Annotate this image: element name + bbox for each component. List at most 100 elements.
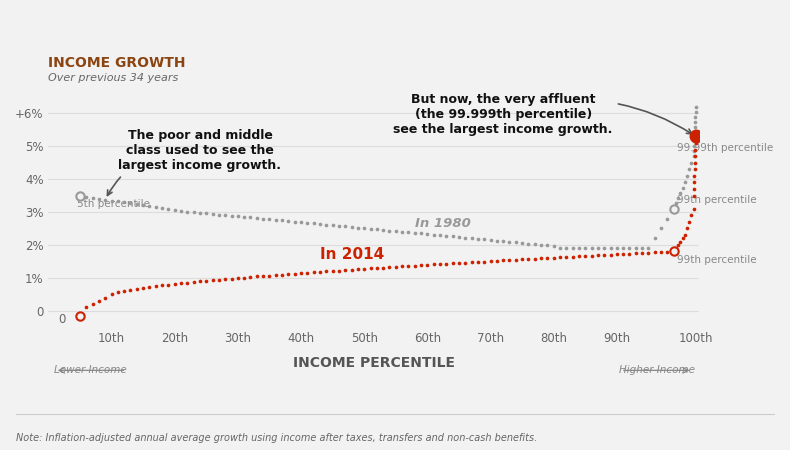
Point xyxy=(301,269,314,276)
Point xyxy=(269,271,282,279)
Point xyxy=(676,184,689,191)
Point xyxy=(541,254,554,261)
Point xyxy=(383,227,396,234)
Point xyxy=(529,255,541,262)
Point xyxy=(689,140,702,147)
Point xyxy=(99,196,111,203)
Point xyxy=(655,248,668,256)
Point xyxy=(688,138,701,145)
Point xyxy=(421,261,434,269)
Point xyxy=(389,228,402,235)
Point xyxy=(156,282,168,289)
Point xyxy=(427,231,440,238)
Point xyxy=(453,259,465,266)
Point xyxy=(320,268,333,275)
Point xyxy=(244,274,257,281)
Point xyxy=(672,241,684,248)
Point xyxy=(263,216,276,223)
Point xyxy=(162,206,175,213)
Point xyxy=(408,229,421,236)
Text: Lower Income: Lower Income xyxy=(55,365,127,375)
Point xyxy=(326,221,339,229)
Point xyxy=(668,205,680,212)
Text: Higher Income: Higher Income xyxy=(619,365,694,375)
Point xyxy=(175,279,187,287)
Point xyxy=(688,166,701,173)
Point xyxy=(685,159,698,166)
Point xyxy=(118,287,130,294)
Text: 99.99th percentile: 99.99th percentile xyxy=(678,143,773,153)
Point xyxy=(314,268,326,275)
Text: In 2014: In 2014 xyxy=(320,247,384,262)
Point xyxy=(314,220,326,228)
Point xyxy=(86,301,99,308)
Point xyxy=(636,245,649,252)
Point xyxy=(516,239,529,247)
Point xyxy=(156,205,168,212)
Point xyxy=(149,204,162,211)
Point xyxy=(130,201,143,208)
Point xyxy=(213,211,225,218)
Point xyxy=(689,159,702,166)
Point xyxy=(529,240,541,248)
Point xyxy=(689,146,702,153)
Point xyxy=(497,257,510,264)
Point xyxy=(238,274,250,281)
Point xyxy=(688,172,701,180)
Point xyxy=(301,219,314,226)
Point xyxy=(642,245,655,252)
Point xyxy=(522,240,535,247)
Point xyxy=(690,103,702,110)
Point xyxy=(446,233,459,240)
Point xyxy=(415,230,427,237)
Point xyxy=(250,273,263,280)
Point xyxy=(358,225,371,232)
Point xyxy=(679,179,691,186)
Point xyxy=(231,274,244,282)
Point xyxy=(598,245,611,252)
Point xyxy=(478,236,491,243)
Point xyxy=(510,256,522,263)
Point xyxy=(642,249,655,256)
Point xyxy=(478,258,491,265)
Point xyxy=(383,264,396,271)
Text: 99th percentile: 99th percentile xyxy=(678,195,757,206)
Point xyxy=(99,294,111,301)
Text: But now, the very affluent
(the 99.999th percentile)
see the largest income grow: But now, the very affluent (the 99.999th… xyxy=(393,93,692,136)
Point xyxy=(364,225,377,232)
Point xyxy=(689,123,702,130)
Point xyxy=(690,133,702,140)
Text: The poor and middle
class used to see the
largest income growth.: The poor and middle class used to see th… xyxy=(107,129,281,195)
Point xyxy=(585,252,598,259)
Point xyxy=(683,166,695,173)
Point xyxy=(687,153,700,160)
Point xyxy=(672,194,684,202)
Point xyxy=(465,259,478,266)
Point xyxy=(231,213,244,220)
Point xyxy=(352,266,364,273)
Point xyxy=(389,263,402,270)
Point xyxy=(130,285,143,292)
Point xyxy=(547,254,560,261)
Point xyxy=(333,267,345,274)
Point xyxy=(282,270,295,278)
Point xyxy=(333,222,345,230)
Point xyxy=(307,220,320,227)
Point xyxy=(143,203,156,210)
Point xyxy=(181,208,194,215)
Point xyxy=(396,228,408,235)
Point xyxy=(617,245,630,252)
Point xyxy=(611,245,623,252)
Point xyxy=(377,264,389,271)
Point xyxy=(617,251,630,258)
Point xyxy=(670,200,683,207)
Point xyxy=(689,108,702,115)
Point xyxy=(421,230,434,238)
Point xyxy=(175,207,187,215)
Point xyxy=(80,304,92,311)
Point xyxy=(345,266,358,273)
Point xyxy=(415,261,427,269)
Point xyxy=(105,291,118,298)
Point xyxy=(566,253,579,260)
Point xyxy=(636,249,649,256)
